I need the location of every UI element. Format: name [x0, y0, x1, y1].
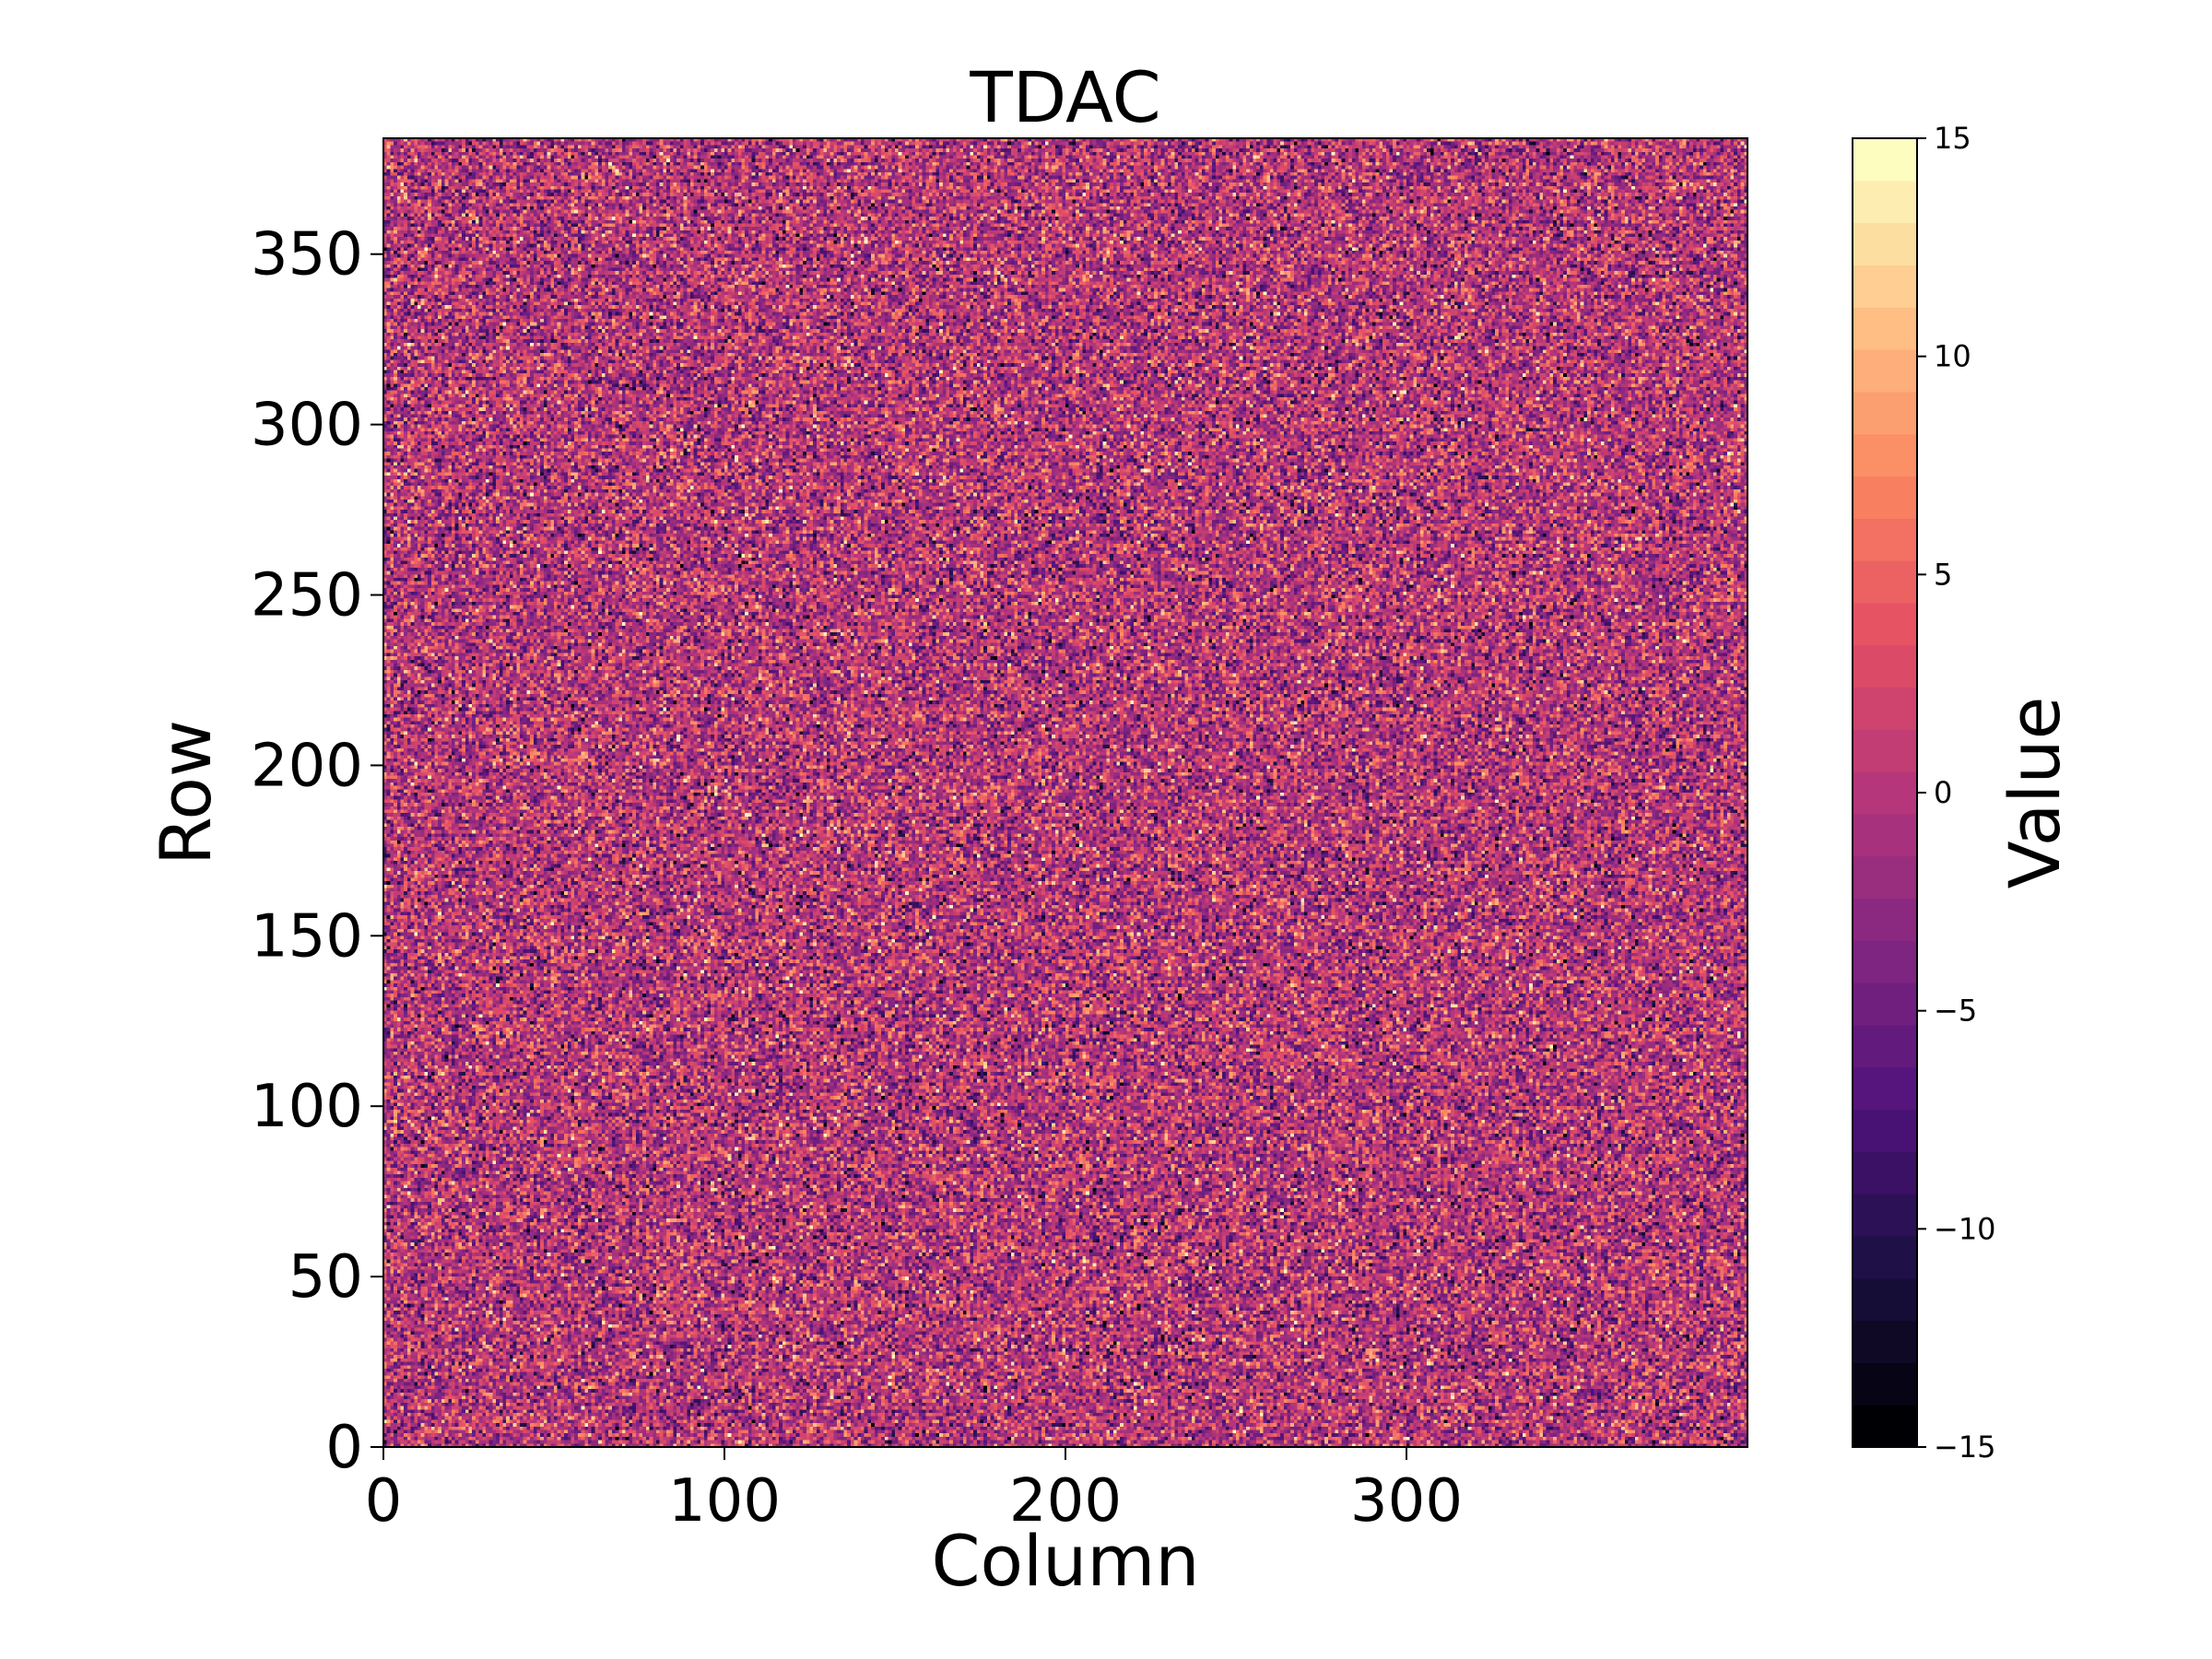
colorbar-segment	[1853, 180, 1917, 224]
x-axis-title: Column	[931, 1520, 1199, 1602]
colorbar-segment	[1853, 1066, 1917, 1111]
y-tick-label: 150	[251, 902, 363, 971]
colorbar-tick-label: 15	[1934, 121, 1971, 156]
colorbar-tick-label: 5	[1934, 557, 1952, 592]
y-tick-label: 50	[288, 1243, 363, 1312]
colorbar-segment	[1853, 687, 1917, 730]
colorbar-tick-label: 0	[1934, 775, 1952, 810]
colorbar-segment	[1853, 1151, 1917, 1194]
heatmap-image	[383, 138, 1747, 1447]
colorbar-segment	[1853, 1024, 1917, 1068]
colorbar-segment	[1853, 265, 1917, 308]
colorbar-segment	[1853, 1109, 1917, 1152]
colorbar-tick-label: −5	[1934, 994, 1977, 1029]
colorbar-segment	[1853, 1362, 1917, 1406]
colorbar-segment	[1853, 391, 1917, 435]
y-axis-ticks: 0 50 100 150 200 250 300 350	[251, 221, 383, 1482]
colorbar-segment	[1853, 855, 1917, 900]
colorbar-segment	[1853, 1320, 1917, 1363]
colorbar-segment	[1853, 138, 1917, 182]
x-tick-label: 0	[365, 1467, 403, 1535]
colorbar-segment	[1853, 349, 1917, 393]
colorbar-segment	[1853, 222, 1917, 266]
y-tick-label: 0	[325, 1414, 363, 1482]
colorbar-segment	[1853, 729, 1917, 772]
colorbar-ticks: −15 −10 −5 0 5 10 15	[1917, 121, 1996, 1465]
y-tick-label: 350	[251, 221, 363, 289]
colorbar-segment	[1853, 602, 1917, 646]
colorbar-tick-label: −15	[1934, 1430, 1996, 1465]
x-tick-label: 300	[1350, 1467, 1463, 1535]
colorbar-tick-label: −10	[1934, 1211, 1996, 1246]
colorbar-segment	[1853, 771, 1917, 815]
colorbar-segment	[1853, 518, 1917, 561]
colorbar-segment	[1853, 1405, 1917, 1448]
x-tick-label: 100	[668, 1467, 781, 1535]
colorbar	[1852, 137, 1918, 1448]
colorbar-segment	[1853, 1194, 1917, 1237]
x-tick-label: 200	[1009, 1467, 1122, 1535]
colorbar-segment	[1853, 644, 1917, 688]
colorbar-segment	[1853, 813, 1917, 857]
plot-frame	[382, 137, 1748, 1448]
x-axis-ticks: 0 100 200 300	[365, 1447, 1463, 1535]
plot-area-frame	[382, 137, 1748, 1448]
colorbar-segment	[1853, 307, 1917, 350]
colorbar-segment	[1853, 982, 1917, 1026]
colorbar-segment	[1853, 476, 1917, 519]
colorbar-segment	[1853, 898, 1917, 941]
colorbar-segment	[1853, 433, 1917, 477]
y-tick-label: 100	[251, 1073, 363, 1141]
colorbar-tick-label: 10	[1934, 339, 1971, 374]
chart-title: TDAC	[969, 56, 1160, 138]
y-tick-label: 300	[251, 392, 363, 460]
colorbar-segment	[1853, 1235, 1917, 1279]
colorbar-segment	[1853, 560, 1917, 604]
y-tick-label: 200	[251, 732, 363, 800]
y-tick-label: 250	[251, 562, 363, 630]
y-axis-title: Row	[145, 720, 227, 865]
colorbar-title: Value	[1994, 697, 2076, 889]
colorbar-segment	[1853, 1277, 1917, 1322]
colorbar-segment	[1853, 940, 1917, 983]
